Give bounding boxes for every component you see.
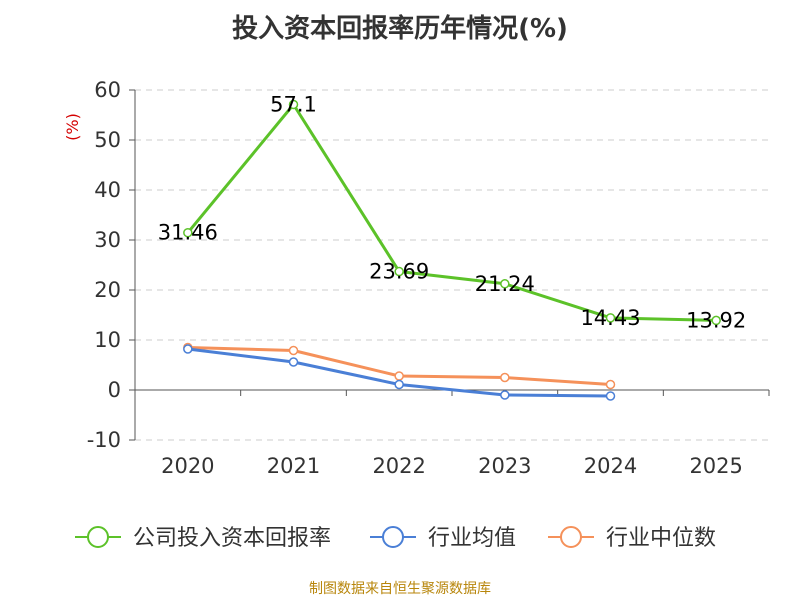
y-tick-label: 20: [94, 278, 121, 302]
y-tick-label: 0: [108, 378, 121, 402]
data-point: [394, 379, 404, 390]
y-tick-label: 40: [94, 178, 121, 202]
x-tick-label: 2020: [161, 454, 214, 478]
data-point: [605, 313, 616, 323]
data-point: [500, 390, 510, 400]
data-point: [500, 279, 510, 289]
data-label: 31.46: [158, 221, 218, 245]
y-axis-title: (%): [63, 113, 82, 141]
data-label: 21.24: [475, 272, 535, 296]
series-lines: [183, 99, 721, 401]
x-tick-label: 2022: [372, 454, 425, 478]
data-label: 14.43: [580, 306, 640, 330]
data-point: [605, 391, 616, 401]
y-tick-label: 50: [94, 128, 121, 152]
legend-label: 行业中位数: [606, 526, 716, 551]
legend-item[interactable]: 行业均值: [370, 526, 516, 551]
legend-label: 公司投入资本回报率: [133, 526, 331, 551]
legend[interactable]: 公司投入资本回报率 行业均值 行业中位数: [75, 526, 716, 551]
chart-title: 投入资本回报率历年情况(%): [232, 14, 568, 44]
axes: -10 0 10 20 30 40 50 60 2020 2021 2022 2023 2024 2025: [87, 78, 770, 478]
data-point: [288, 357, 299, 367]
series-line: [186, 103, 717, 322]
legend-item[interactable]: 公司投入资本回报率: [75, 526, 331, 551]
data-point: [288, 345, 299, 356]
legend-marker-icon: [87, 526, 109, 548]
y-tick-label: -10: [87, 428, 121, 452]
y-tick-label: 10: [94, 328, 121, 352]
data-point: [711, 315, 721, 326]
legend-marker-icon: [560, 526, 582, 548]
data-point: [394, 266, 404, 277]
data-label: 57.1: [270, 93, 317, 117]
data-point: [183, 344, 193, 354]
data-labels: 31.46 57.1 23.69 21.24 14.43 13.92: [158, 93, 746, 333]
y-tick-label: 30: [94, 228, 121, 252]
data-point: [500, 372, 510, 383]
data-point: [288, 99, 299, 110]
y-tick-label: 60: [94, 78, 121, 102]
legend-item[interactable]: 行业中位数: [548, 526, 716, 551]
source-note: 制图数据来自恒生聚源数据库: [309, 581, 491, 597]
data-point: [183, 227, 193, 238]
x-tick-label: 2024: [584, 454, 637, 478]
data-label: 23.69: [369, 260, 429, 284]
legend-label: 行业均值: [428, 526, 516, 551]
data-label: 13.92: [686, 308, 746, 332]
data-point: [394, 371, 404, 381]
data-point: [605, 379, 616, 390]
legend-marker-icon: [382, 526, 404, 548]
x-tick-label: 2021: [267, 454, 320, 478]
x-tick-label: 2025: [689, 454, 742, 478]
x-tick-label: 2023: [478, 454, 531, 478]
grid-lines: [135, 89, 769, 441]
